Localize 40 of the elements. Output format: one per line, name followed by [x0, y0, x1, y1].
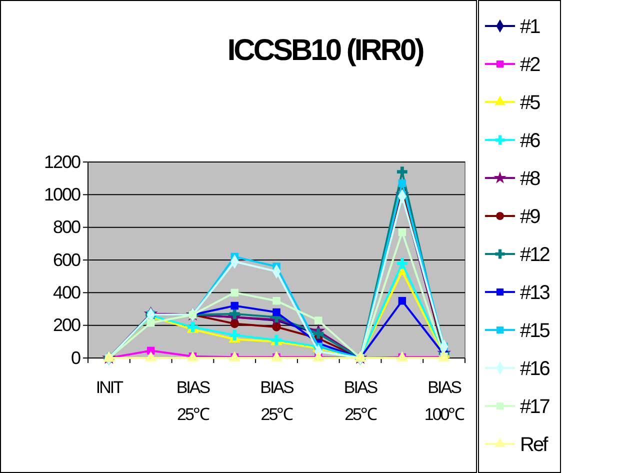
legend-label: #13	[520, 282, 550, 304]
chart-title: ICCSB10 (IRR0)	[227, 34, 424, 67]
point	[398, 179, 406, 188]
point	[398, 228, 406, 236]
legend-label: #9	[520, 206, 541, 228]
x-tick-label: BIAS 25℃	[344, 378, 378, 424]
point	[396, 258, 408, 268]
point	[272, 308, 280, 316]
point	[398, 296, 406, 305]
x-tick-label: BIAS 25℃	[260, 378, 294, 424]
y-tick-label: 1200	[44, 152, 81, 172]
y-tick-label: 1000	[44, 184, 81, 204]
y-tick-label: 200	[52, 315, 81, 336]
point	[272, 322, 281, 332]
point	[229, 330, 240, 340]
legend-label: #16	[520, 358, 550, 380]
point	[229, 308, 240, 320]
y-tick-label: 600	[52, 250, 81, 270]
point	[146, 319, 155, 327]
x-tick-label: BIAS 25℃	[176, 378, 210, 424]
legend-label: #5	[520, 92, 541, 114]
legend-label: #2	[520, 54, 541, 76]
point	[230, 319, 239, 328]
point	[314, 316, 322, 324]
legend-label: #12	[520, 244, 550, 266]
legend-label: #6	[520, 130, 541, 152]
legend-label: #8	[520, 168, 541, 190]
point	[396, 166, 408, 177]
point	[272, 296, 280, 305]
legend-label: Ref	[520, 434, 549, 456]
y-tick-label: 400	[52, 282, 81, 302]
legend-label: #1	[520, 16, 541, 38]
y-tick-label: 0	[70, 348, 81, 368]
x-tick-label: BIAS 100℃	[424, 378, 466, 424]
point	[230, 302, 238, 310]
point	[230, 288, 238, 297]
legend-label: #17	[520, 396, 550, 418]
legend-label: #15	[520, 320, 550, 342]
x-tick-label: INIT	[96, 378, 124, 397]
y-tick-label: 800	[52, 217, 81, 238]
